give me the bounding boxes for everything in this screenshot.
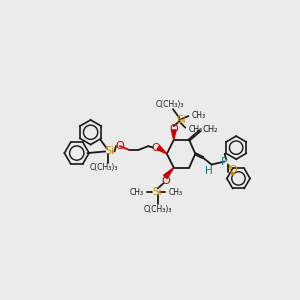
Polygon shape — [157, 146, 167, 154]
Text: CH₃: CH₃ — [168, 188, 182, 197]
Text: CH₂: CH₂ — [202, 125, 218, 134]
Polygon shape — [172, 130, 176, 140]
Text: O: O — [116, 141, 124, 151]
Text: O: O — [152, 143, 161, 153]
Text: H: H — [205, 166, 213, 176]
Text: Si: Si — [153, 187, 162, 197]
Text: CH₃: CH₃ — [188, 125, 203, 134]
Text: C(CH₃)₃: C(CH₃)₃ — [89, 163, 118, 172]
Text: C(CH₃)₃: C(CH₃)₃ — [143, 205, 172, 214]
Text: Si: Si — [105, 146, 115, 157]
Text: CH₃: CH₃ — [130, 188, 144, 197]
Text: CH₃: CH₃ — [191, 111, 206, 120]
Text: P: P — [221, 157, 228, 166]
Text: O: O — [228, 165, 237, 175]
Text: O: O — [161, 176, 170, 186]
Text: Si: Si — [176, 115, 185, 125]
Text: C(CH₃)₃: C(CH₃)₃ — [156, 100, 184, 109]
Polygon shape — [164, 168, 174, 178]
Text: O: O — [169, 124, 178, 134]
